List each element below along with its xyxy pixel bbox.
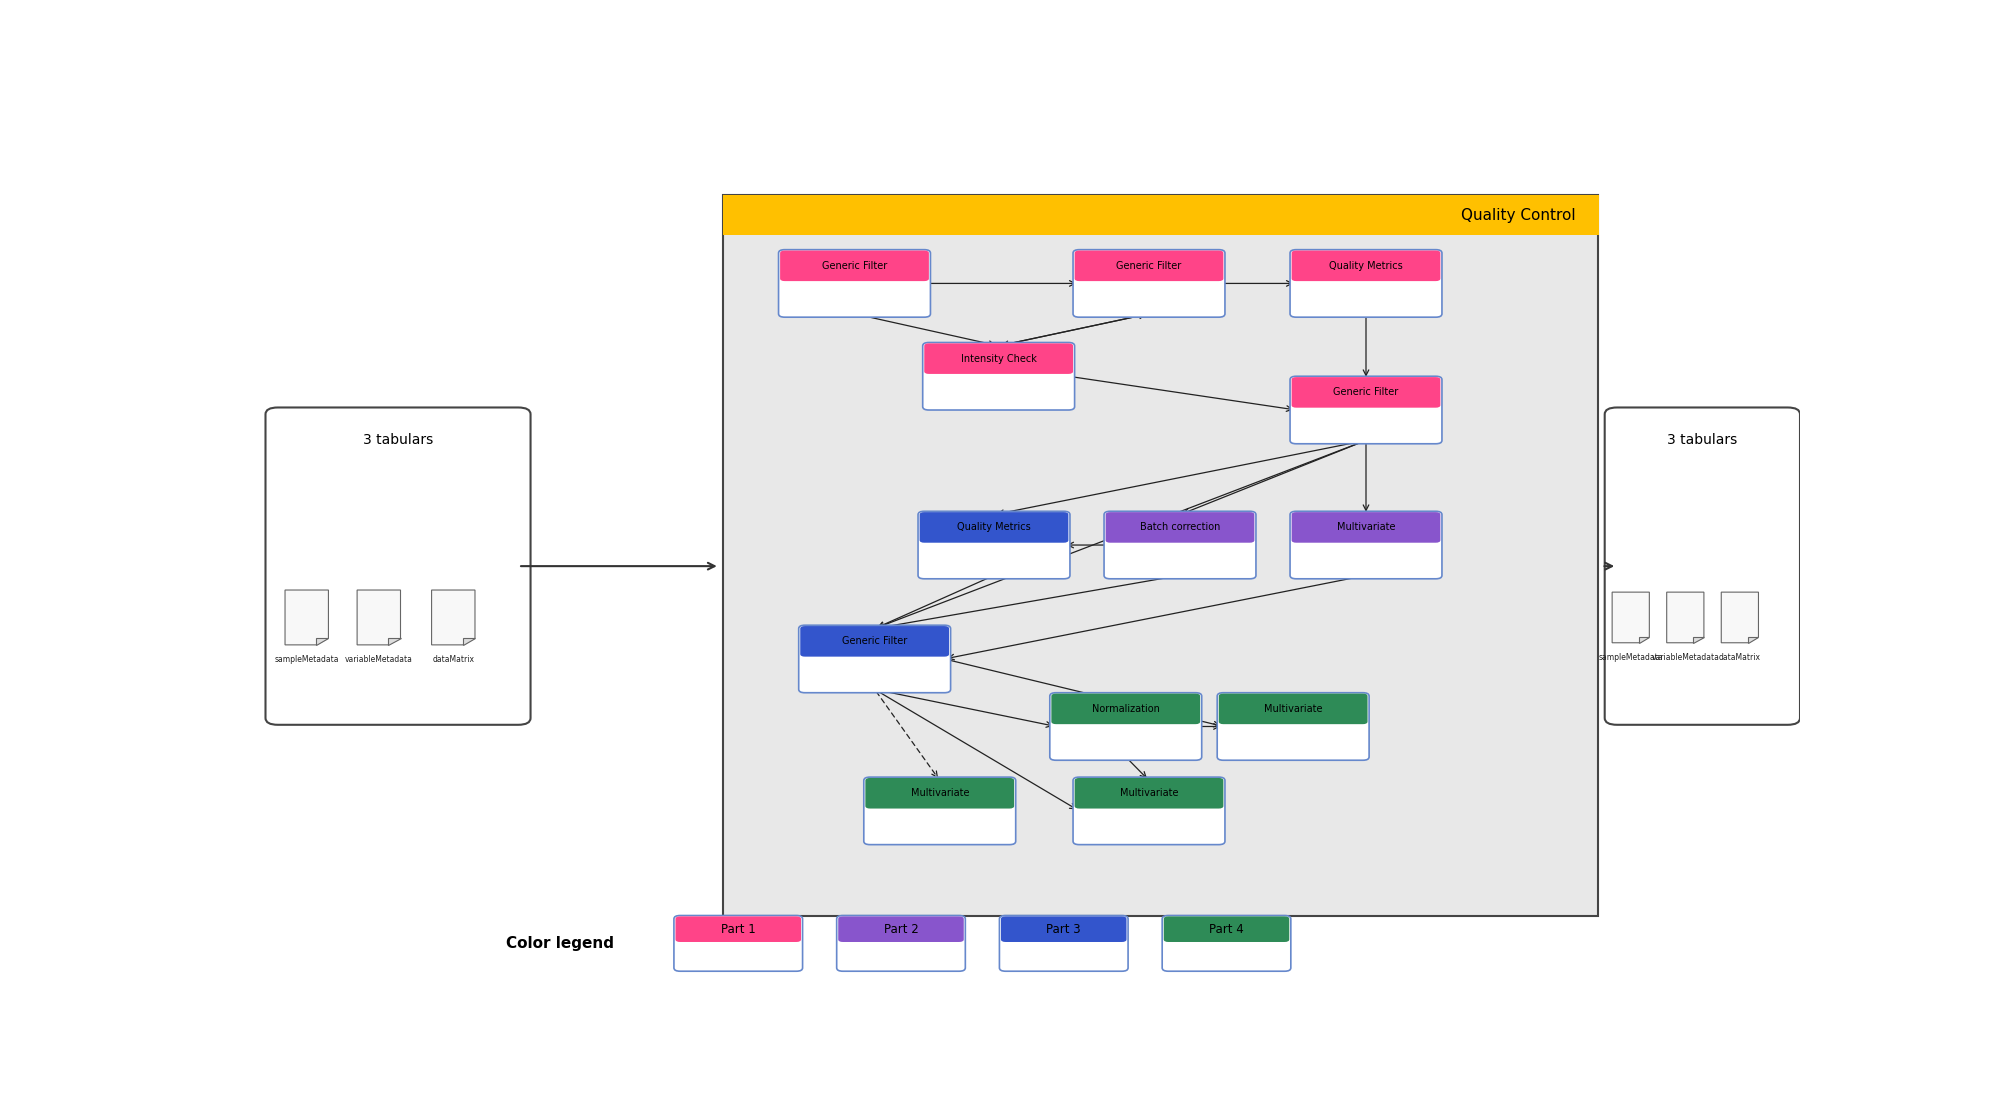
- Text: sampleMetadata: sampleMetadata: [274, 655, 338, 664]
- Text: Generic Filter: Generic Filter: [822, 261, 888, 271]
- FancyBboxPatch shape: [1074, 250, 1224, 317]
- Text: dataMatrix: dataMatrix: [1718, 653, 1760, 662]
- Polygon shape: [432, 590, 474, 644]
- FancyBboxPatch shape: [1290, 511, 1442, 579]
- Text: Multivariate: Multivariate: [910, 788, 968, 798]
- Text: dataMatrix: dataMatrix: [432, 655, 474, 664]
- FancyBboxPatch shape: [918, 511, 1070, 579]
- FancyBboxPatch shape: [1290, 376, 1442, 444]
- FancyBboxPatch shape: [1218, 693, 1370, 761]
- Text: 3 tabulars: 3 tabulars: [362, 433, 434, 447]
- Text: Part 2: Part 2: [884, 923, 918, 936]
- Text: Generic Filter: Generic Filter: [842, 637, 908, 647]
- FancyBboxPatch shape: [920, 512, 1068, 543]
- FancyBboxPatch shape: [800, 626, 950, 657]
- Polygon shape: [286, 590, 328, 644]
- Polygon shape: [1694, 637, 1704, 642]
- FancyBboxPatch shape: [778, 250, 930, 317]
- Text: Batch correction: Batch correction: [1140, 523, 1220, 533]
- Text: Generic Filter: Generic Filter: [1116, 261, 1182, 271]
- FancyBboxPatch shape: [864, 777, 1016, 845]
- Text: Generic Filter: Generic Filter: [1334, 387, 1398, 398]
- FancyBboxPatch shape: [924, 343, 1074, 374]
- Text: 3 tabulars: 3 tabulars: [1668, 433, 1738, 447]
- Text: Multivariate: Multivariate: [1120, 788, 1178, 798]
- FancyBboxPatch shape: [674, 915, 802, 971]
- FancyBboxPatch shape: [780, 251, 928, 281]
- FancyBboxPatch shape: [722, 195, 1598, 916]
- Text: Quality Metrics: Quality Metrics: [1330, 261, 1402, 271]
- FancyBboxPatch shape: [1604, 408, 1800, 724]
- Polygon shape: [1748, 637, 1758, 642]
- Text: variableMetadata: variableMetadata: [344, 655, 412, 664]
- FancyBboxPatch shape: [1162, 915, 1290, 971]
- FancyBboxPatch shape: [1218, 694, 1368, 724]
- FancyBboxPatch shape: [1000, 916, 1126, 941]
- Polygon shape: [462, 638, 474, 644]
- Bar: [722, 195, 1598, 236]
- Text: Quality Control: Quality Control: [1460, 207, 1576, 222]
- Text: Part 1: Part 1: [720, 923, 756, 936]
- FancyBboxPatch shape: [838, 916, 964, 941]
- FancyBboxPatch shape: [676, 916, 802, 941]
- FancyBboxPatch shape: [922, 343, 1074, 410]
- FancyBboxPatch shape: [798, 625, 950, 693]
- Text: Intensity Check: Intensity Check: [960, 354, 1036, 364]
- FancyBboxPatch shape: [1290, 250, 1442, 317]
- Polygon shape: [388, 638, 400, 644]
- FancyBboxPatch shape: [1050, 693, 1202, 761]
- FancyBboxPatch shape: [866, 778, 1014, 809]
- Text: Quality Metrics: Quality Metrics: [958, 523, 1030, 533]
- FancyBboxPatch shape: [1292, 251, 1440, 281]
- FancyBboxPatch shape: [1164, 916, 1290, 941]
- Polygon shape: [316, 638, 328, 644]
- FancyBboxPatch shape: [1106, 512, 1254, 543]
- Polygon shape: [1722, 592, 1758, 642]
- FancyBboxPatch shape: [1000, 915, 1128, 971]
- FancyBboxPatch shape: [266, 408, 530, 724]
- Text: sampleMetadata: sampleMetadata: [1598, 653, 1662, 662]
- FancyBboxPatch shape: [1052, 694, 1200, 724]
- Text: Multivariate: Multivariate: [1264, 704, 1322, 713]
- FancyBboxPatch shape: [1074, 251, 1224, 281]
- FancyBboxPatch shape: [1074, 778, 1224, 809]
- Text: variableMetadata: variableMetadata: [1652, 653, 1720, 662]
- Polygon shape: [1612, 592, 1650, 642]
- Text: Color legend: Color legend: [506, 936, 614, 951]
- Polygon shape: [1666, 592, 1704, 642]
- Text: Multivariate: Multivariate: [1336, 523, 1396, 533]
- FancyBboxPatch shape: [1292, 377, 1440, 408]
- FancyBboxPatch shape: [1104, 511, 1256, 579]
- FancyBboxPatch shape: [1292, 512, 1440, 543]
- Text: Part 4: Part 4: [1210, 923, 1244, 936]
- Polygon shape: [358, 590, 400, 644]
- Text: Normalization: Normalization: [1092, 704, 1160, 713]
- FancyBboxPatch shape: [836, 915, 966, 971]
- FancyBboxPatch shape: [1074, 777, 1224, 845]
- Polygon shape: [1638, 637, 1650, 642]
- Text: Part 3: Part 3: [1046, 923, 1082, 936]
